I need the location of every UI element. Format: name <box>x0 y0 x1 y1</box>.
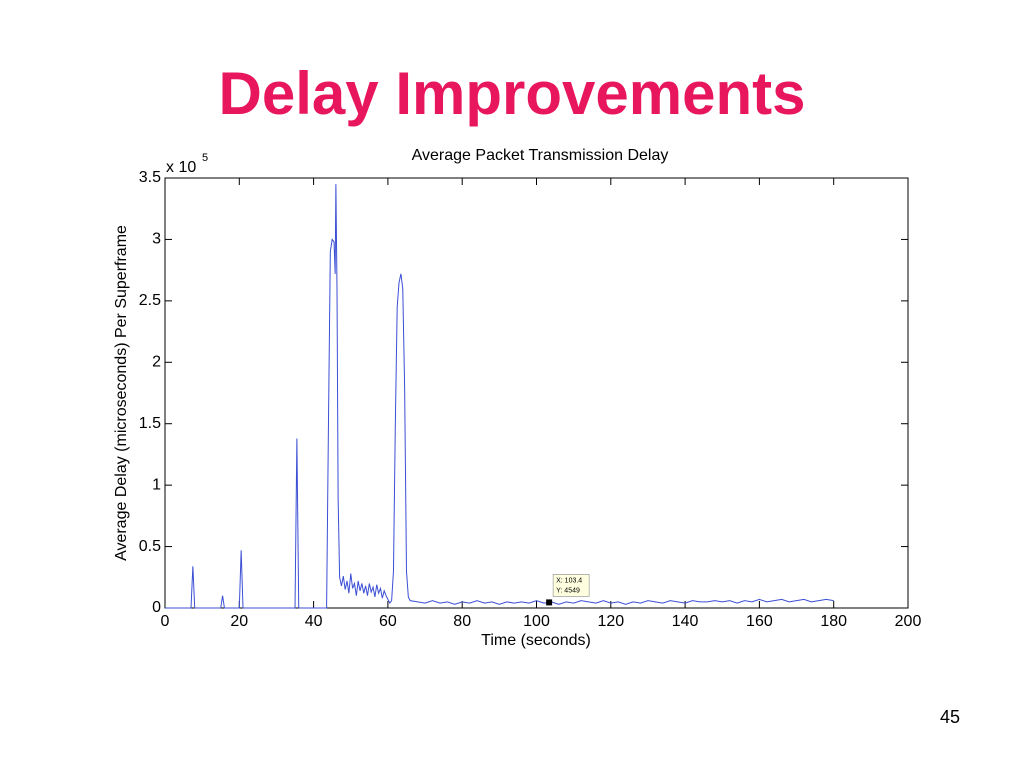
y-axis-label: Average Delay (microseconds) Per Superfr… <box>113 225 130 561</box>
x-tick-label: 120 <box>597 613 624 630</box>
x-tick-label: 140 <box>672 613 699 630</box>
data-line <box>165 184 834 609</box>
x-tick-label: 0 <box>161 613 170 630</box>
x-tick-label: 200 <box>895 613 922 630</box>
datatip-marker <box>546 599 553 606</box>
chart-title: Average Packet Transmission Delay <box>412 147 669 164</box>
y-tick-label: 2.5 <box>139 292 161 309</box>
x-axis-label: Time (seconds) <box>481 632 591 649</box>
x-tick-label: 80 <box>453 613 471 630</box>
datatip-box <box>552 574 590 597</box>
y-tick-label: 2 <box>152 354 161 371</box>
y-multiplier: x 10 <box>166 159 196 176</box>
x-tick-label: 160 <box>746 613 773 630</box>
x-tick-label: 20 <box>230 613 248 630</box>
y-tick-label: 0 <box>152 599 161 616</box>
x-tick-label: 60 <box>379 613 397 630</box>
y-tick-label: 0.5 <box>139 538 161 555</box>
datatip-label: X: 103.4 <box>556 577 582 584</box>
x-tick-label: 100 <box>523 613 550 630</box>
y-tick-label: 3.5 <box>139 169 161 186</box>
x-tick-label: 180 <box>820 613 847 630</box>
y-tick-label: 1 <box>152 476 161 493</box>
slide-title: Delay Improvements <box>219 60 806 127</box>
x-tick-label: 40 <box>305 613 323 630</box>
datatip-label: Y: 4549 <box>556 587 580 594</box>
y-tick-label: 1.5 <box>139 415 161 432</box>
plot-frame <box>164 177 909 609</box>
y-multiplier-exponent: 5 <box>202 152 208 164</box>
y-tick-label: 3 <box>152 231 161 248</box>
page-number: 45 <box>940 707 960 727</box>
